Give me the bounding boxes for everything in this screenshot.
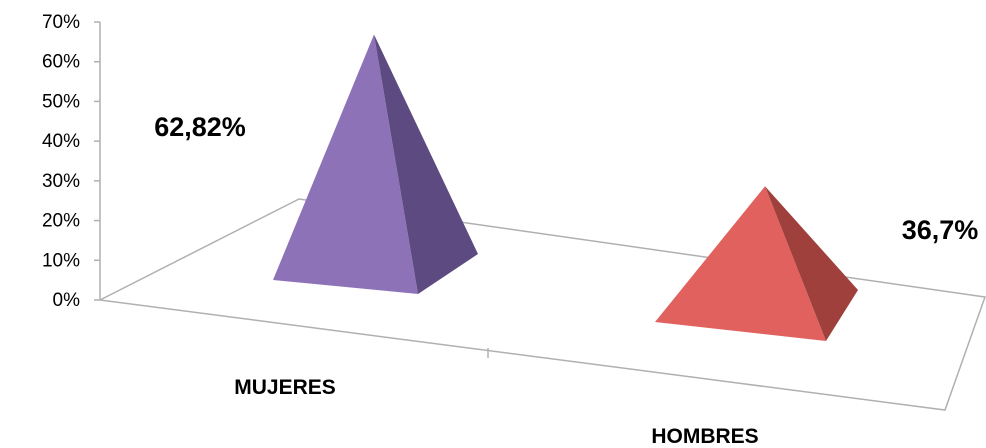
y-tick-label: 40% <box>42 131 80 152</box>
y-tick-label: 70% <box>42 12 80 33</box>
chart-marks <box>273 34 858 341</box>
y-tick-label: 20% <box>42 211 80 232</box>
category-label-mujeres: MUJERES <box>234 376 336 399</box>
floor-plane <box>99 198 986 411</box>
chart-frame <box>99 22 986 411</box>
data-label-mujeres: 62,82% <box>154 112 246 142</box>
pyramid-hombres-side <box>765 186 858 341</box>
y-tick-label: 0% <box>53 290 81 311</box>
data-label-hombres: 36,7% <box>902 215 979 245</box>
pyramid-mujeres-side <box>374 34 478 294</box>
category-label-hombres: HOMBRES <box>651 425 758 448</box>
chart-labels: 62,82% MUJERES 36,7% HOMBRES <box>154 112 978 448</box>
y-axis-ticks: 0% 10% 20% 30% 40% 50% 60% 70% <box>42 12 100 311</box>
y-tick-label: 50% <box>42 91 80 112</box>
pyramid-mujeres-front <box>273 34 418 294</box>
pyramid-hombres-front <box>655 186 826 341</box>
y-tick-label: 30% <box>42 171 80 192</box>
y-tick-label: 60% <box>42 52 80 73</box>
y-tick-label: 10% <box>42 250 80 271</box>
